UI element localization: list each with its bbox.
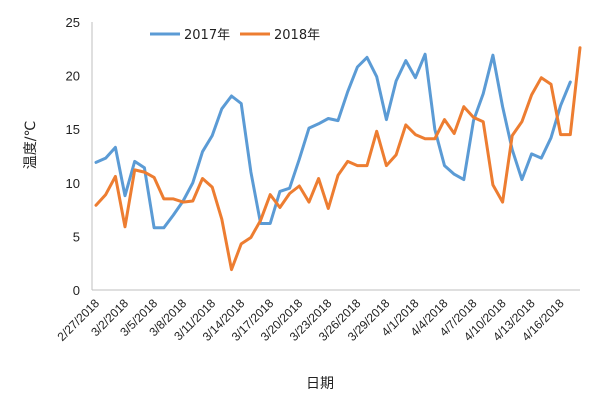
y-tick-label: 25 [66, 15, 80, 30]
y-tick-label: 0 [73, 283, 80, 298]
legend-label-1: 2018年 [274, 28, 320, 43]
series-lines [94, 46, 582, 272]
series-line-0 [94, 52, 572, 230]
x-axis-label: 日期 [306, 376, 334, 392]
legend-label-0: 2017年 [184, 28, 230, 43]
y-axis-label: 温度/℃ [23, 121, 39, 169]
y-tick-label: 20 [66, 69, 80, 84]
y-tick-label: 15 [66, 122, 80, 137]
axes [91, 22, 580, 291]
y-tick-label: 5 [73, 229, 80, 244]
x-tick-labels: 2/27/20183/2/20183/5/20183/8/20183/11/20… [54, 296, 567, 344]
series-line-1 [94, 46, 582, 272]
legend: 2017年 2018年 [150, 28, 320, 43]
y-tick-label: 10 [66, 176, 80, 191]
y-tick-labels: 0 5 10 15 20 25 [66, 15, 80, 298]
